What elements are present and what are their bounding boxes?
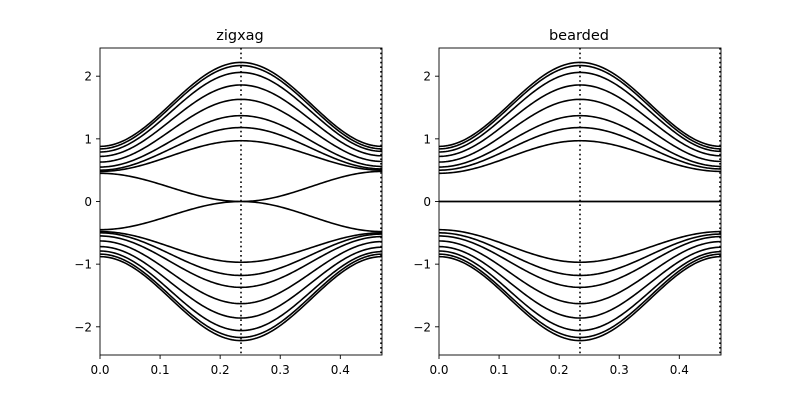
- band-line-14: [439, 245, 721, 319]
- x-tick-label-1: 0.1: [490, 363, 509, 377]
- x-tick-label-2: 0.2: [211, 363, 230, 377]
- y-tick-label-0: −2: [413, 320, 431, 334]
- axes-zigzag: zigxag 0.0 0.1 0.2 0.3 0.4 −2 −1 0 1 2: [74, 28, 383, 377]
- band-line-17: [100, 255, 382, 342]
- band-line-16: [100, 253, 382, 339]
- band-line-1: [439, 64, 721, 150]
- band-line-10: [439, 228, 721, 264]
- x-tick-label-4: 0.4: [670, 363, 689, 377]
- band-line-13: [439, 240, 721, 305]
- band-line-5: [439, 114, 721, 168]
- axes-bearded: bearded 0.0 0.1 0.2 0.3 0.4 −2 −1 0 1 2: [413, 28, 722, 377]
- axes-title: zigxag: [216, 28, 264, 44]
- band-line-17: [439, 255, 721, 342]
- band-line-15: [439, 250, 721, 332]
- axes-title: bearded: [549, 28, 609, 44]
- x-tick-label-0: 0.0: [90, 363, 109, 377]
- band-line-11: [100, 232, 382, 277]
- x-tick-label-0: 0.0: [429, 363, 448, 377]
- y-tick-label-4: 2: [423, 70, 431, 84]
- band-line-1: [100, 64, 382, 150]
- y-tick-label-0: −2: [74, 320, 92, 334]
- x-tick-label-3: 0.3: [610, 363, 629, 377]
- x-tick-label-1: 0.1: [151, 363, 170, 377]
- band-line-9: [100, 200, 382, 233]
- band-line-11: [439, 232, 721, 277]
- y-tick-label-2: 0: [84, 195, 92, 209]
- band-line-16: [439, 253, 721, 339]
- y-tick-label-4: 2: [84, 70, 92, 84]
- x-tick-label-4: 0.4: [331, 363, 350, 377]
- band-line-14: [100, 245, 382, 319]
- y-tick-label-1: −1: [74, 258, 92, 272]
- x-tick-label-2: 0.2: [550, 363, 569, 377]
- band-line-5: [100, 114, 382, 168]
- band-line-13: [100, 240, 382, 305]
- band-line-15: [100, 250, 382, 332]
- y-tick-label-1: −1: [413, 258, 431, 272]
- y-tick-label-2: 0: [423, 195, 431, 209]
- y-tick-label-3: 1: [423, 132, 431, 146]
- band-line-10: [100, 230, 382, 264]
- y-tick-label-3: 1: [84, 132, 92, 146]
- x-tick-label-3: 0.3: [271, 363, 290, 377]
